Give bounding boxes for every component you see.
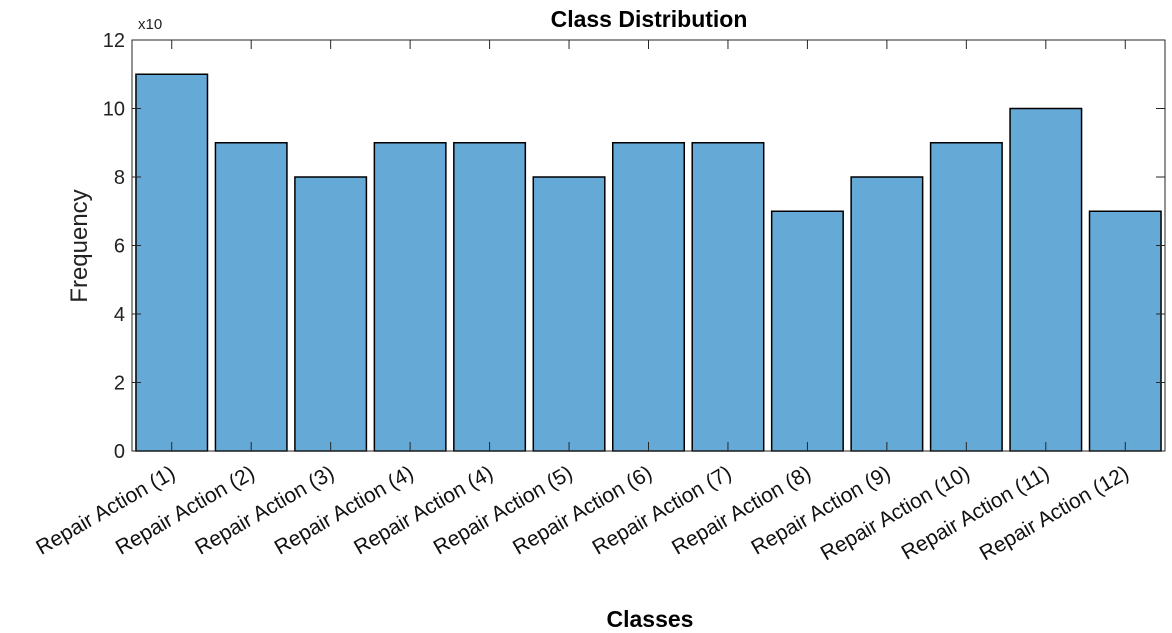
bar	[929, 142, 1003, 452]
bar	[1009, 107, 1083, 452]
bar	[691, 142, 765, 452]
y-tick-label: 6	[114, 236, 125, 258]
bar	[532, 176, 606, 452]
plot-area-frame	[131, 39, 1166, 452]
y-tick-label: 4	[114, 304, 125, 326]
x-tick-label: Repair Action (4)	[271, 461, 418, 559]
x-tick-label: Repair Action (4)	[350, 461, 497, 559]
y-axis-label: Frequency	[66, 189, 93, 302]
x-tick-label: Repair Action (2)	[112, 461, 259, 559]
bar	[294, 176, 368, 452]
bar	[453, 142, 527, 452]
x-tick-label: Repair Action (12)	[976, 461, 1133, 565]
y-tick-label: 8	[114, 167, 125, 189]
x-tick-label: Repair Action (3)	[191, 461, 338, 559]
y-tick-label: 2	[114, 373, 125, 395]
bar	[1088, 210, 1162, 452]
y-axis-ticks: 0 2 4 6 8 10 12	[103, 30, 1165, 463]
bar	[373, 142, 447, 452]
x-tick-label: Repair Action (6)	[509, 461, 656, 559]
bars-group	[135, 73, 1162, 452]
bar	[214, 142, 288, 452]
y-axis-multiplier: x10	[138, 16, 162, 33]
bar	[611, 142, 686, 452]
x-tick-label: Repair Action (7)	[589, 461, 736, 559]
x-axis-label: Classes	[607, 606, 694, 632]
bar	[770, 210, 844, 452]
chart-title: Class Distribution	[551, 6, 748, 32]
x-tick-label: Repair Action (8)	[668, 461, 815, 559]
y-tick-label: 0	[114, 441, 125, 463]
x-tick-label: Repair Action (1)	[32, 461, 179, 559]
bar	[135, 73, 209, 452]
y-tick-label: 10	[103, 99, 125, 121]
x-tick-label: Repair Action (5)	[430, 461, 577, 559]
bar	[850, 176, 924, 452]
y-tick-label: 12	[103, 30, 125, 52]
